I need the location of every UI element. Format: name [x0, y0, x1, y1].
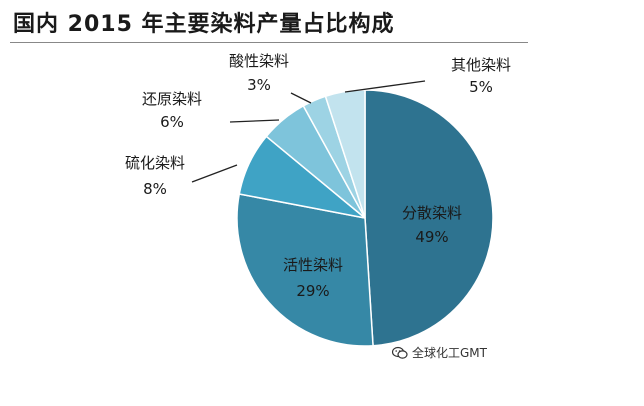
leader-line-2 — [191, 164, 238, 183]
leader-line-3 — [229, 119, 280, 123]
slice-name-1: 活性染料 — [283, 256, 343, 274]
title-divider — [10, 42, 528, 43]
slice-value-4: 3% — [247, 76, 271, 94]
pie-slice-0 — [364, 89, 494, 347]
slice-value-0: 49% — [415, 228, 448, 246]
slice-name-2: 硫化染料 — [125, 154, 185, 172]
watermark: 全球化工GMT — [391, 344, 487, 361]
slice-value-2: 8% — [143, 180, 167, 198]
slice-name-0: 分散染料 — [402, 204, 462, 222]
watermark-text: 全球化工GMT — [412, 346, 487, 360]
wechat-icon — [391, 346, 408, 360]
slice-name-5: 其他染料 — [451, 56, 511, 74]
slice-name-3: 还原染料 — [142, 90, 202, 108]
chart-title: 国内 2015 年主要染料产量占比构成 — [13, 12, 395, 37]
slice-name-4: 酸性染料 — [229, 52, 289, 70]
leader-line-5 — [344, 80, 426, 93]
slice-value-3: 6% — [160, 113, 184, 131]
leader-line-4 — [290, 92, 312, 104]
slice-value-1: 29% — [296, 282, 329, 300]
slice-value-5: 5% — [469, 78, 493, 96]
pie-slice-1 — [236, 193, 374, 347]
